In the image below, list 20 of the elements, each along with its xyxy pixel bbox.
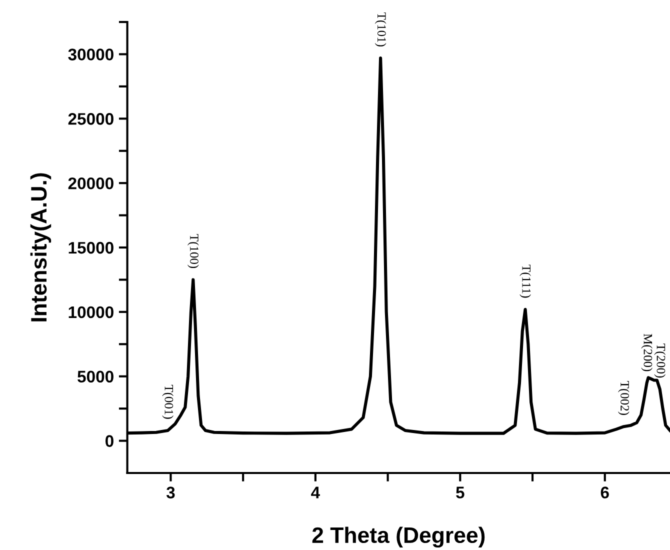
annotation: T(101)	[374, 12, 386, 46]
x-tick-label: 5	[456, 486, 464, 498]
annotation: T(002)	[618, 381, 630, 415]
x-axis-title: 2 Theta (Degree)	[312, 526, 485, 548]
y-tick-label: 10000	[68, 306, 114, 318]
x-tick-label: 3	[166, 486, 175, 498]
y-tick-label: 0	[105, 435, 114, 447]
y-axis-title: Intensity(A.U.)	[30, 173, 52, 322]
annotation: T(111)	[520, 264, 531, 298]
x-tick-label: 6	[600, 486, 609, 498]
x-tick-label: 4	[311, 486, 320, 498]
annotation: T(100)	[187, 234, 199, 268]
annotation: T(001)	[162, 384, 174, 419]
annotation: M(200)	[641, 334, 653, 372]
y-tick-label: 5000	[78, 370, 114, 383]
y-tick-label: 25000	[68, 113, 114, 125]
y-tick-label: 15000	[68, 242, 114, 254]
y-tick-label: 20000	[68, 177, 114, 190]
annotation: T(200)	[654, 344, 666, 378]
y-tick-label: 30000	[68, 48, 114, 60]
